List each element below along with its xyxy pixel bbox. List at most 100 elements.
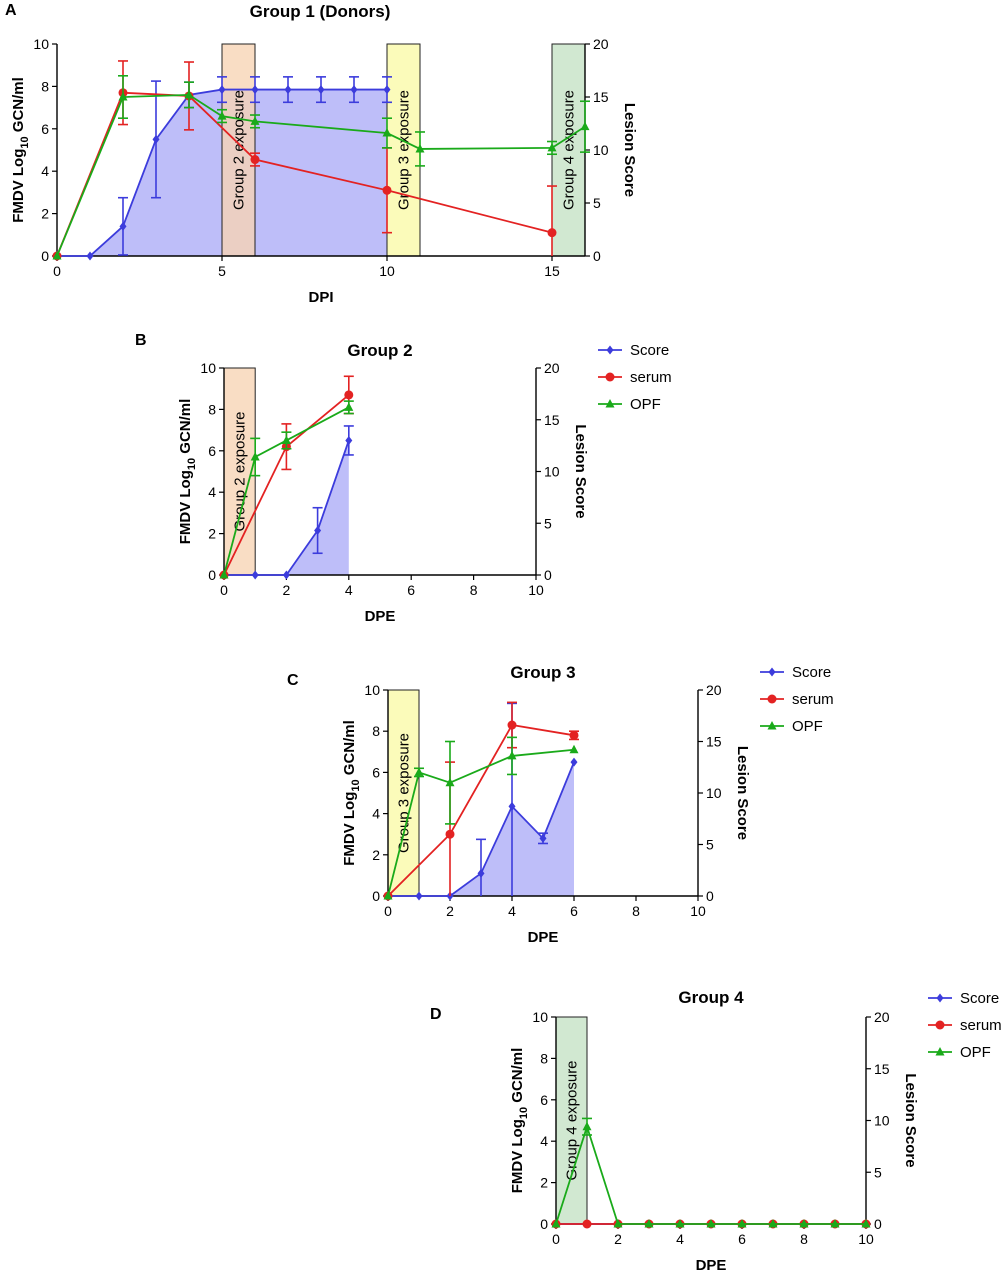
data-point [219, 570, 229, 579]
y-tick-label: 10 [364, 682, 380, 698]
y-tick-label: 4 [41, 163, 49, 179]
data-point [86, 251, 94, 261]
y-tick-label: 6 [540, 1092, 548, 1108]
y-axis-label-part: FMDV Log [509, 1119, 526, 1193]
x-tick-label: 15 [544, 263, 560, 279]
data-point [284, 85, 292, 95]
legend: Score serum OPF [760, 664, 834, 735]
data-point [314, 525, 322, 535]
y-tick-label: 2 [208, 526, 216, 542]
legend-item-opf: OPF [792, 718, 823, 735]
y2-tick-label: 15 [874, 1061, 890, 1077]
data-point [445, 829, 455, 839]
legend-marker [605, 399, 615, 408]
y-axis-label-part: FMDV Log [341, 792, 358, 866]
y2-tick-label: 0 [544, 567, 552, 583]
legend-item-score: Score [792, 664, 831, 681]
chart-title: Group 2 [347, 341, 412, 360]
data-point [569, 744, 579, 754]
x-tick-label: 10 [528, 582, 544, 598]
y2-tick-label: 0 [874, 1216, 882, 1232]
y2-axis-label: Lesion Score [902, 1073, 919, 1167]
legend: Score serum OPF [598, 342, 672, 413]
y-tick-label: 10 [532, 1009, 548, 1025]
data-point [547, 142, 557, 152]
data-point [345, 435, 353, 445]
data-point [250, 116, 260, 125]
y-axis-label-sub: 10 [19, 136, 31, 148]
legend-item-opf: OPF [960, 1044, 991, 1061]
y2-tick-label: 0 [593, 248, 601, 264]
data-point [218, 85, 226, 95]
panel-letter: C [287, 672, 299, 689]
y2-tick-label: 20 [544, 360, 560, 376]
data-point [344, 390, 354, 400]
x-tick-label: 2 [446, 903, 454, 919]
y2-tick-label: 10 [544, 464, 560, 480]
x-tick-label: 8 [470, 582, 478, 598]
y-axis-label: FMDV Log10 GCN/ml [509, 1048, 530, 1194]
data-point [830, 1219, 840, 1228]
x-tick-label: 5 [218, 263, 226, 279]
y-axis-label-sub: 10 [350, 779, 362, 791]
x-tick-label: 0 [384, 903, 392, 919]
series-opf [219, 400, 354, 579]
score-area [388, 762, 574, 896]
x-tick-label: 4 [676, 1231, 684, 1247]
y-tick-label: 0 [41, 248, 49, 264]
y2-tick-label: 20 [593, 36, 609, 52]
panel-a: A Group 1 (Donors)Group 2 exposure Group 3… [5, 2, 638, 306]
y-tick-label: 2 [41, 206, 49, 222]
y-axis-label: FMDV Log10 GCN/ml [10, 77, 31, 223]
data-point [613, 1219, 623, 1228]
exposure-label: Group 4 exposure [561, 90, 578, 210]
legend-marker [606, 345, 614, 355]
panel-letter: D [430, 1006, 442, 1023]
legend-item-serum: serum [630, 369, 672, 386]
x-tick-label: 0 [220, 582, 228, 598]
y-tick-label: 6 [208, 443, 216, 459]
y2-tick-label: 20 [706, 682, 722, 698]
y2-tick-label: 10 [593, 142, 609, 158]
x-tick-label: 4 [508, 903, 516, 919]
data-point [644, 1219, 654, 1228]
series-opf [551, 1117, 871, 1228]
x-tick-label: 2 [614, 1231, 622, 1247]
data-point [580, 121, 590, 131]
y2-tick-label: 15 [706, 734, 722, 750]
y2-tick-label: 5 [706, 837, 714, 853]
y-axis-label-part: GCN/ml [341, 720, 358, 779]
legend-marker [768, 667, 776, 677]
legend-item-score: Score [960, 990, 999, 1007]
data-point [383, 85, 391, 95]
series-line [387, 724, 575, 897]
legend-marker [767, 721, 777, 730]
legend-marker [936, 993, 944, 1003]
y-tick-label: 0 [372, 888, 380, 904]
y-axis-label: FMDV Log10 GCN/ml [177, 399, 198, 545]
series-serum [383, 701, 579, 901]
data-point [317, 85, 325, 95]
data-point [508, 801, 516, 811]
legend-item-serum: serum [960, 1017, 1002, 1034]
y2-tick-label: 5 [593, 195, 601, 211]
x-tick-label: 8 [800, 1231, 808, 1247]
series-line [56, 91, 553, 257]
data-point [737, 1219, 747, 1228]
data-point [382, 185, 392, 195]
exposure-label: Group 3 exposure [396, 90, 413, 210]
legend-marker [605, 372, 615, 382]
x-axis-label: DPE [365, 608, 396, 625]
x-axis-label: DPE [528, 929, 559, 946]
y2-tick-label: 10 [874, 1113, 890, 1129]
data-point [251, 85, 259, 95]
y2-tick-label: 20 [874, 1009, 890, 1025]
data-point [217, 111, 227, 120]
data-point [119, 221, 127, 231]
data-point [569, 730, 579, 740]
data-point [152, 134, 160, 144]
x-axis-label: DPI [308, 289, 333, 306]
legend-item-opf: OPF [630, 396, 661, 413]
